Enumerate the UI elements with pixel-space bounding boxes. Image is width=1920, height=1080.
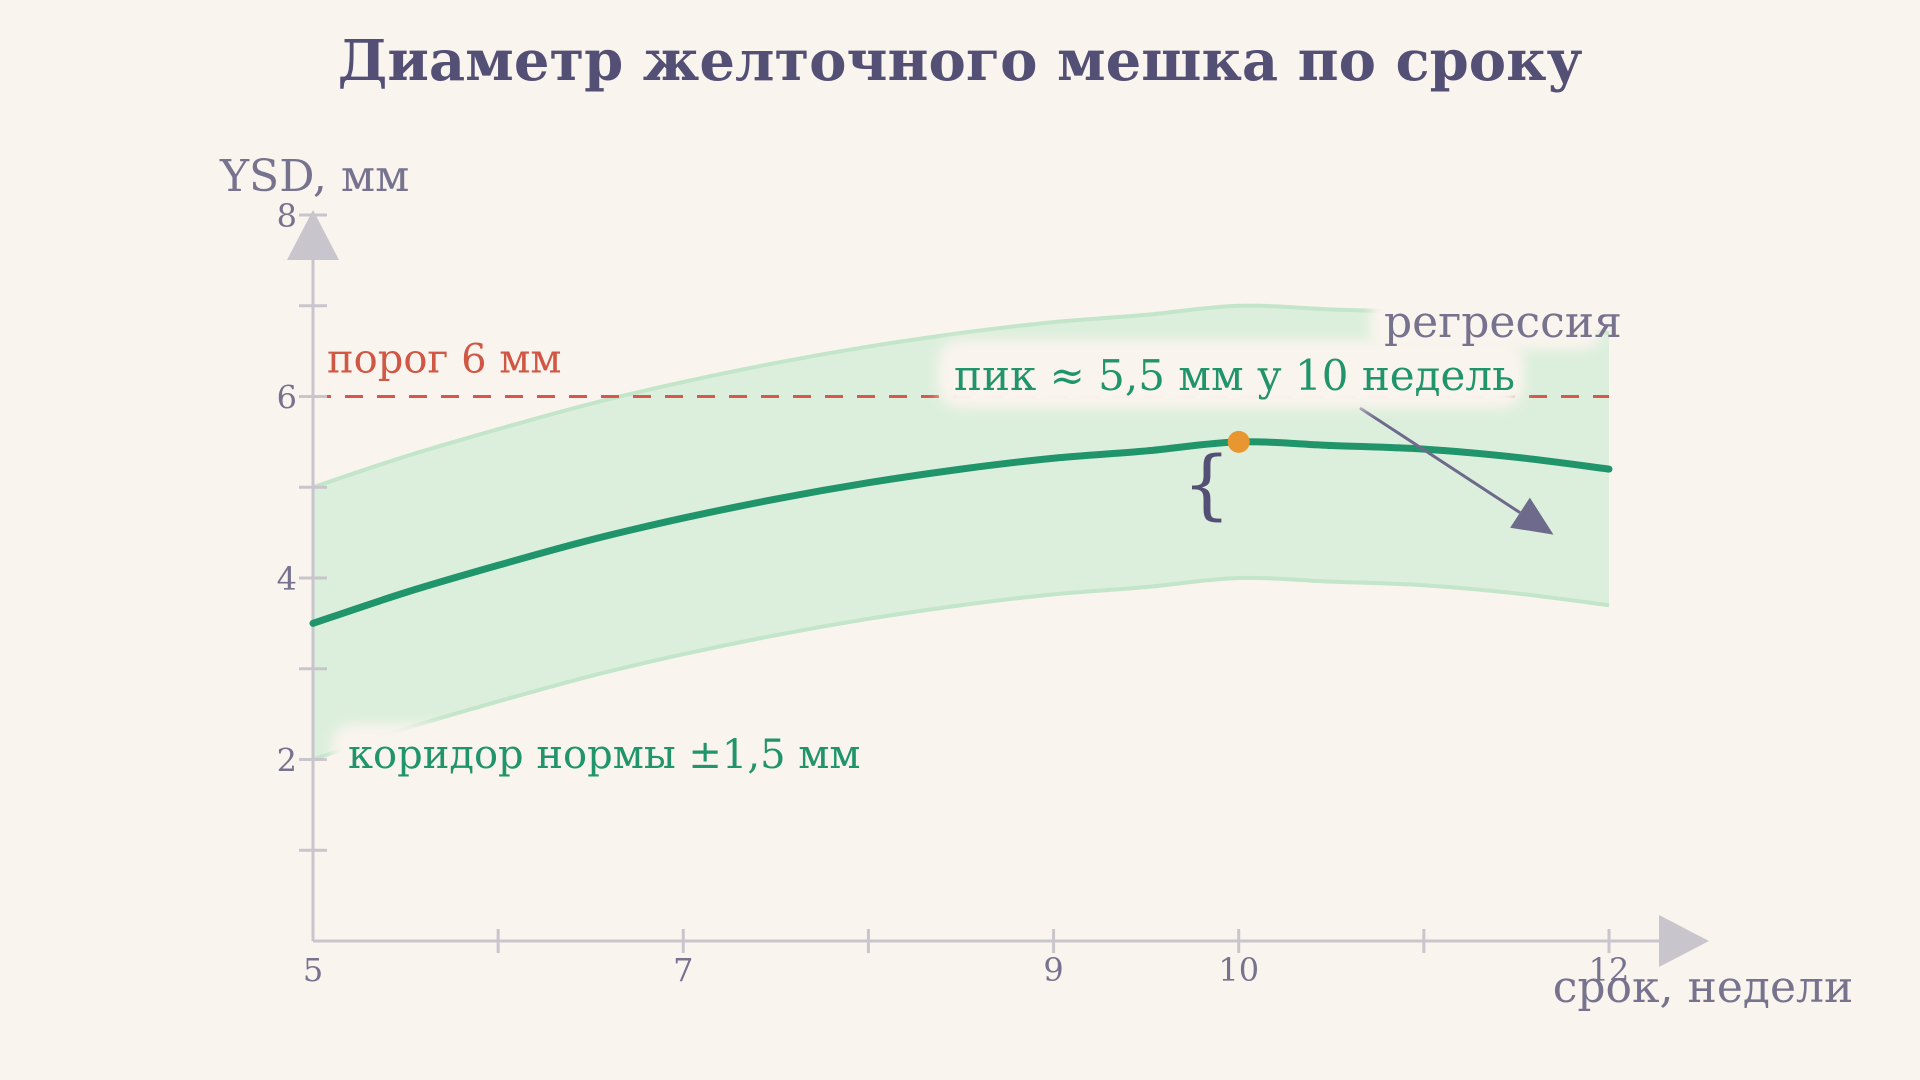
x-ticks [496,929,1611,953]
series-line [309,438,1613,627]
axes: 5 7 9 10 12 2 4 6 8 [277,197,1709,989]
y-axis-arrow-icon [287,210,339,260]
x-tick-label: 12 [1589,951,1630,989]
band-label-background [332,724,852,784]
arrowhead-icon [1510,497,1554,535]
x-axis-arrow-icon [1659,915,1709,967]
y-tick-label: 2 [277,742,297,780]
y-ticks [299,213,327,852]
regression-label-background [1370,297,1602,349]
peak-label-background [938,340,1524,408]
peak-label: пик ≈ 5,5 мм у 10 недель [954,351,1515,400]
peak-marker [1227,430,1250,453]
x-tick-label: 7 [673,951,693,989]
y-tick-label: 6 [277,379,297,417]
x-tick-labels: 5 7 9 10 12 [303,951,1630,989]
x-tick-label: 10 [1218,951,1259,989]
y-tick-label: 8 [277,197,297,235]
regression-label: регрессия [1384,297,1622,348]
band-label: коридор нормы ±1,5 мм [348,732,860,778]
norm-band-area [313,305,1609,760]
threshold-label: порог 6 мм [327,337,562,383]
x-axis-title: срок, недели [1553,962,1854,1013]
peak-brace-icon: { [1183,439,1231,528]
y-tick-label: 4 [277,560,297,598]
y-axis-title: YSD, мм [219,151,409,202]
y-tick-labels: 2 4 6 8 [277,197,297,780]
norm-band-lower-edge [312,575,1610,762]
regression-arrow [1359,406,1521,514]
chart-title: Диаметр желточного мешка по сроку [338,28,1583,94]
x-tick-label: 9 [1043,951,1063,989]
x-tick-label: 5 [303,951,323,989]
